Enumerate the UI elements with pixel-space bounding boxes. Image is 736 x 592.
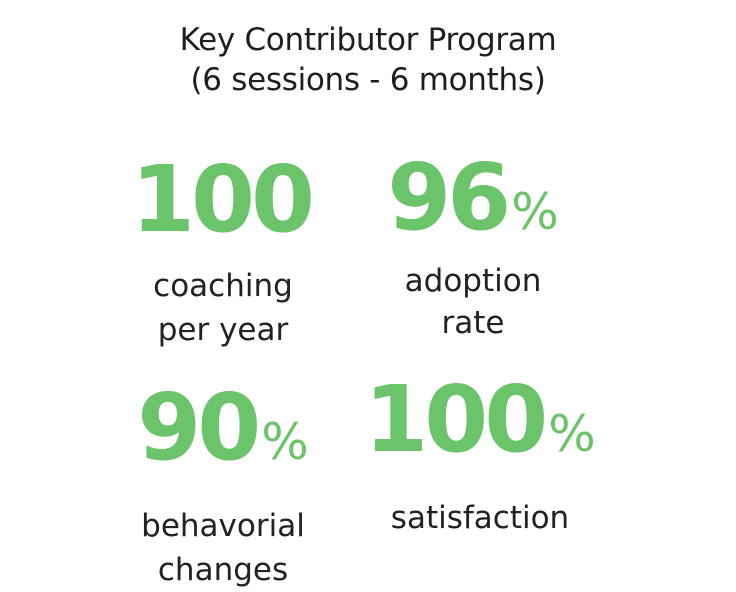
stat-label: satisfaction: [390, 500, 570, 536]
stat-label: coaching per year: [153, 268, 293, 348]
title-line-2: (6 sessions - 6 months): [190, 62, 546, 98]
stat-value: 96%: [387, 144, 559, 251]
page-title: Key Contributor Program (6 sessions - 6 …: [0, 20, 736, 100]
stat-behavioral: 90% behavorial changes: [118, 374, 328, 592]
stat-label: adoption rate: [404, 263, 542, 341]
stat-coaching: 100 coaching per year: [118, 146, 328, 352]
stat-value: 90%: [137, 374, 309, 481]
stat-label: behavorial changes: [141, 508, 305, 588]
stat-satisfaction: 100% satisfaction: [355, 366, 605, 540]
title-line-1: Key Contributor Program: [179, 22, 557, 58]
stat-value: 100%: [364, 366, 596, 473]
stat-value: 100: [130, 146, 315, 253]
stat-adoption: 96% adoption rate: [368, 144, 578, 344]
